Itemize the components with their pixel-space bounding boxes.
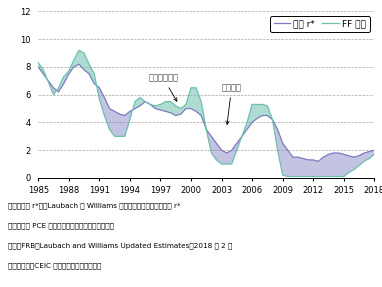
Text: 資料：FRB、Laubach and Williams Updated Estimates（2018 年 2 月: 資料：FRB、Laubach and Williams Updated Esti… xyxy=(8,243,232,249)
名目 r* xyxy=(178,113,183,116)
名目 r* xyxy=(62,82,66,85)
Text: 金融引き締め: 金融引き締め xyxy=(148,73,178,101)
名目 r* xyxy=(82,68,86,71)
名目 r* xyxy=(194,110,198,113)
名目 r* xyxy=(77,63,81,66)
名目 r* xyxy=(372,148,377,152)
Text: にコア PCE 価格指数の前年比を加えたもの。: にコア PCE 価格指数の前年比を加えたもの。 xyxy=(8,222,113,229)
名目 r* xyxy=(296,156,300,159)
名目 r* xyxy=(36,65,40,69)
FF 金利 xyxy=(62,75,66,78)
Text: 時点）、CEIC データベースから作成。: 時点）、CEIC データベースから作成。 xyxy=(8,263,101,269)
FF 金利 xyxy=(77,49,81,52)
名目 r* xyxy=(316,160,320,163)
FF 金利 xyxy=(178,107,183,110)
名目 r* xyxy=(352,156,356,159)
Line: FF 金利: FF 金利 xyxy=(38,50,374,177)
Legend: 名目 r*, FF 金利: 名目 r*, FF 金利 xyxy=(270,16,370,32)
FF 金利 xyxy=(301,175,305,178)
FF 金利 xyxy=(285,175,290,178)
FF 金利 xyxy=(352,168,356,171)
Text: 備考：名目 r*は、Laubach と Williams による自然利子率の推計値 r*: 備考：名目 r*は、Laubach と Williams による自然利子率の推計… xyxy=(8,202,180,209)
FF 金利 xyxy=(194,86,198,90)
Line: 名目 r*: 名目 r* xyxy=(38,64,374,161)
Text: 金融緩和: 金融緩和 xyxy=(222,83,241,124)
FF 金利 xyxy=(36,61,40,65)
FF 金利 xyxy=(82,51,86,55)
FF 金利 xyxy=(372,153,377,156)
